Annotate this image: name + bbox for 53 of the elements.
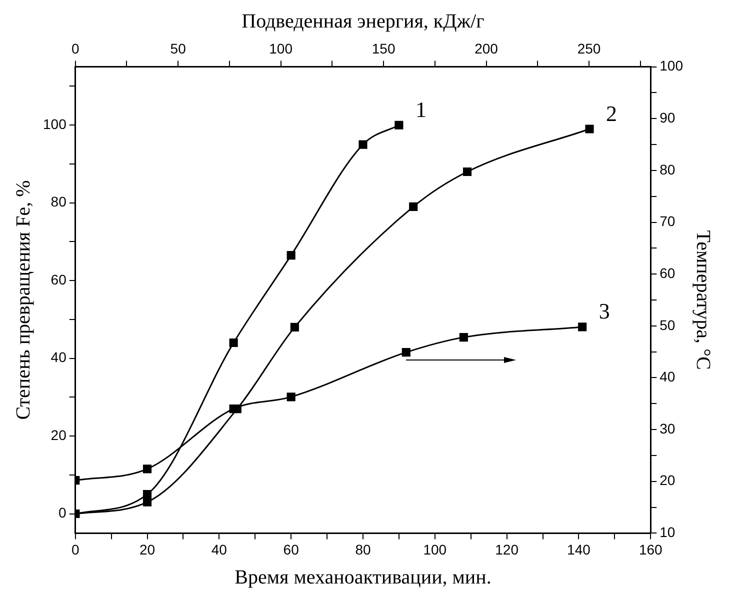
annotation: 2 xyxy=(606,100,618,126)
y2-tick-label: 100 xyxy=(660,58,684,74)
x2-tick-label: 50 xyxy=(170,40,186,56)
y2-axis-title: Температура, °C xyxy=(692,230,714,370)
point xyxy=(286,392,296,402)
point xyxy=(358,140,368,149)
x2-tick-label: 250 xyxy=(577,40,601,56)
y-tick-label: 80 xyxy=(50,194,67,210)
y-tick-label: 100 xyxy=(43,116,67,132)
x2-tick-label: 0 xyxy=(71,40,80,56)
y-axis-title: Степень превращения Fe, % xyxy=(12,180,34,420)
point xyxy=(578,322,587,332)
annotation: 3 xyxy=(598,298,610,324)
point xyxy=(229,338,238,348)
y2-tick-label: 20 xyxy=(660,472,676,488)
x-axis-title: Время механоактивации, мин. xyxy=(234,566,492,588)
point xyxy=(459,333,468,342)
point xyxy=(409,202,418,212)
x-tick-label: 160 xyxy=(638,541,663,558)
point xyxy=(462,167,472,176)
y2-tick-label: 90 xyxy=(660,109,676,126)
point xyxy=(142,498,152,506)
y-tick-label: 60 xyxy=(50,271,67,288)
x-tick-label: 20 xyxy=(139,541,156,558)
y-tick-label: 40 xyxy=(50,349,67,366)
y2-tick-label: 60 xyxy=(660,264,676,281)
x-tick-label: 140 xyxy=(567,541,591,558)
x-tick-label: 100 xyxy=(423,541,447,558)
point xyxy=(286,251,296,260)
y2-tick-label: 80 xyxy=(660,161,676,178)
point xyxy=(585,124,594,134)
x-tick-label: 80 xyxy=(355,541,371,558)
x2-tick-label: 200 xyxy=(474,40,498,56)
x2-tick-label: 150 xyxy=(372,40,396,56)
point xyxy=(394,120,404,130)
x2-axis-title: Подведенная энергия, кДж/г xyxy=(242,10,484,32)
point xyxy=(402,348,410,357)
point xyxy=(290,322,299,332)
point xyxy=(142,464,152,474)
y2-tick-label: 50 xyxy=(660,316,676,333)
x-tick-label: 40 xyxy=(211,541,228,558)
x-tick-label: 0 xyxy=(71,541,80,558)
x-tick-label: 60 xyxy=(283,541,300,558)
y-tick-label: 0 xyxy=(58,504,67,521)
point xyxy=(142,490,152,499)
y2-tick-label: 70 xyxy=(660,213,676,230)
y2-tick-label: 30 xyxy=(660,420,676,436)
x-tick-label: 120 xyxy=(495,541,519,558)
annotation: 1 xyxy=(415,96,426,122)
y2-tick-label: 10 xyxy=(660,524,676,540)
y-tick-label: 20 xyxy=(50,426,67,443)
x2-tick-label: 100 xyxy=(269,40,293,56)
y2-tick-label: 40 xyxy=(660,368,676,385)
